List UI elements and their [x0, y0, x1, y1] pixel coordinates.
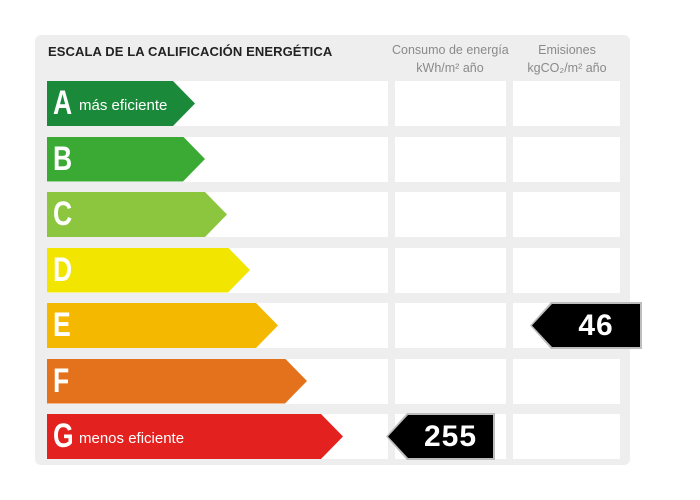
energy-column-header: Consumo de energía kWh/m² año [392, 41, 509, 77]
emissions-cell [513, 358, 620, 404]
rating-letter: B [53, 139, 73, 178]
energy-cell [395, 358, 506, 404]
emissions-marker-fill [532, 304, 640, 347]
energy-cell [395, 81, 506, 126]
emissions-cell [513, 192, 620, 237]
rating-letter: E [53, 306, 71, 344]
rating-sublabel: menos eficiente [79, 430, 185, 447]
emissions-result-value: 46 [578, 309, 614, 342]
emissions-column-header: Emisiones kgCO₂/m² año [512, 41, 622, 77]
rating-letter: G [53, 417, 74, 455]
rating-letter: D [53, 250, 73, 289]
rating-arrow-a: A más eficiente [47, 81, 195, 126]
energy-result-marker: 255 [386, 413, 495, 460]
rating-arrow-e: E [47, 303, 278, 348]
emissions-cell [513, 414, 620, 459]
emissions-cell [513, 81, 620, 126]
energy-result-value: 255 [423, 420, 478, 453]
rating-letter: C [53, 195, 73, 233]
emissions-cell [513, 136, 620, 182]
scale-title: ESCALA DE LA CALIFICACIÓN ENERGÉTICA [48, 44, 333, 59]
rating-letter: A [53, 84, 73, 122]
rating-arrow-d: D [47, 248, 250, 293]
rating-sublabel: más eficiente [79, 97, 168, 114]
emissions-cell [513, 247, 620, 293]
emissions-column-title: Emisiones [538, 43, 596, 57]
energy-column-title: Consumo de energía [392, 43, 509, 57]
rating-arrow-f: F [47, 359, 307, 404]
emissions-result-marker: 46 [530, 302, 642, 349]
rating-arrow-b: B [47, 137, 205, 182]
rating-arrow-c: C [47, 192, 227, 237]
energy-cell [395, 192, 506, 237]
energy-cell [395, 136, 506, 182]
energy-column-unit: kWh/m² año [416, 61, 484, 75]
rating-arrow-g: G menos eficiente [47, 414, 343, 459]
energy-marker-fill [388, 415, 493, 458]
energy-cell [395, 303, 506, 348]
energy-cell [395, 247, 506, 293]
emissions-column-unit: kgCO₂/m² año [527, 61, 607, 75]
rating-letter: F [53, 361, 70, 400]
